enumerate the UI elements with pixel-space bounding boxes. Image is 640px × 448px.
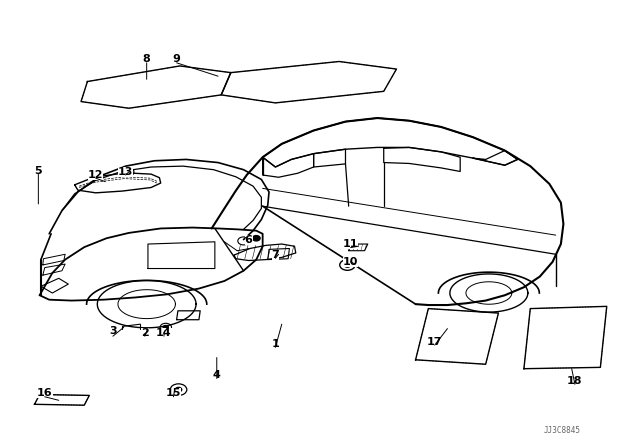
Text: 13: 13	[118, 167, 133, 177]
Circle shape	[125, 170, 130, 174]
Text: 10: 10	[343, 257, 358, 267]
Circle shape	[175, 388, 182, 392]
Text: 12: 12	[88, 170, 104, 180]
Text: 14: 14	[156, 328, 172, 338]
Text: 15: 15	[166, 388, 181, 398]
Circle shape	[344, 263, 351, 267]
Text: 17: 17	[427, 337, 442, 347]
Text: 1: 1	[271, 339, 279, 349]
Text: 2: 2	[141, 328, 148, 338]
Text: 7: 7	[271, 250, 279, 260]
Text: 16: 16	[37, 388, 52, 398]
Text: 4: 4	[213, 370, 221, 380]
Text: JJ3C8845: JJ3C8845	[543, 426, 580, 435]
Text: 5: 5	[35, 166, 42, 176]
Circle shape	[163, 326, 168, 329]
Text: 8: 8	[143, 54, 150, 64]
Text: 18: 18	[567, 376, 582, 386]
Text: 6: 6	[244, 235, 253, 245]
Text: 3: 3	[109, 326, 116, 336]
Circle shape	[252, 236, 260, 241]
Text: 11: 11	[343, 239, 358, 249]
Text: 9: 9	[173, 54, 180, 64]
